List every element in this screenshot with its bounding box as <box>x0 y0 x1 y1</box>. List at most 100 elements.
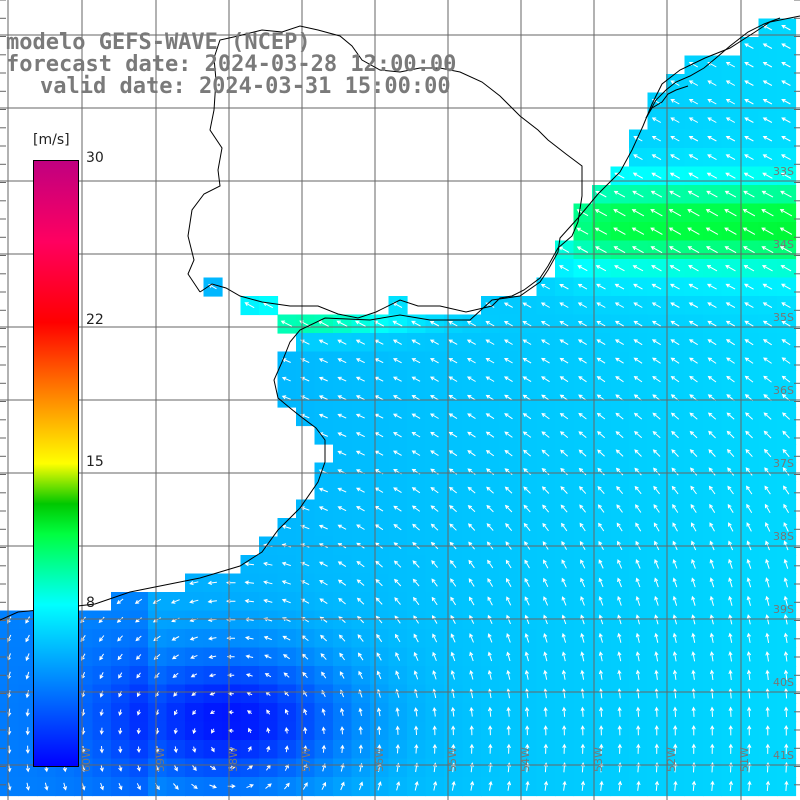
wind-arrow <box>337 339 347 345</box>
wind-arrow <box>245 654 254 659</box>
wind-arrow <box>429 321 440 327</box>
wind-arrow <box>356 560 365 568</box>
wind-arrow <box>671 449 679 457</box>
wind-arrow <box>781 25 791 31</box>
wind-arrow <box>562 780 567 791</box>
wind-arrow <box>654 595 659 606</box>
wind-arrow <box>651 302 662 308</box>
wind-arrow <box>503 302 513 308</box>
wind-arrow <box>578 412 587 420</box>
wind-arrow <box>354 320 366 327</box>
wind-arrow <box>487 633 493 643</box>
wind-arrow <box>338 634 346 642</box>
wind-arrow <box>98 635 105 642</box>
wind-arrow <box>781 302 791 309</box>
wind-arrow <box>541 468 550 476</box>
coastal-lagoon-outline <box>645 17 781 119</box>
wind-arrow <box>99 672 104 680</box>
wind-arrow <box>448 450 458 457</box>
wind-arrow <box>318 506 328 511</box>
wind-arrow <box>394 633 401 643</box>
wind-arrow <box>504 431 513 438</box>
wind-arrow <box>691 522 697 532</box>
wind-arrow <box>577 339 587 346</box>
wind-arrow <box>543 725 548 736</box>
wind-arrow <box>669 265 681 272</box>
wind-arrow <box>448 321 458 327</box>
wind-arrow <box>691 780 697 791</box>
wind-arrow <box>598 596 604 606</box>
wind-arrow <box>672 559 678 569</box>
wind-arrow <box>673 706 678 717</box>
wind-arrow <box>747 743 752 754</box>
wind-arrow <box>451 725 456 736</box>
wind-arrow <box>247 765 254 770</box>
wind-arrow <box>506 614 511 625</box>
wind-arrow <box>633 320 643 327</box>
wind-arrow <box>687 209 700 217</box>
wind-arrow <box>62 782 67 791</box>
wind-arrow <box>747 706 752 717</box>
wind-arrow <box>448 339 458 345</box>
wind-arrow <box>744 99 754 105</box>
wind-arrow <box>208 636 217 641</box>
wind-arrow <box>765 614 770 625</box>
longitude-label: 52W <box>665 747 678 772</box>
wind-arrow <box>671 467 679 476</box>
wind-arrow <box>358 707 363 717</box>
wind-arrow <box>542 522 549 532</box>
wind-arrow <box>411 487 421 494</box>
wind-arrow <box>448 486 458 494</box>
wind-arrow <box>467 523 476 531</box>
wind-arrow <box>395 725 400 735</box>
wind-arrow <box>485 357 495 364</box>
wind-arrow <box>691 669 696 680</box>
wind-arrow <box>688 320 699 327</box>
wind-arrow <box>337 358 347 364</box>
wind-arrow <box>543 559 549 569</box>
wind-arrow <box>25 634 30 643</box>
wind-arrow <box>191 783 198 790</box>
wind-arrow <box>469 633 474 643</box>
wind-arrow <box>448 431 458 438</box>
latitude-label: 37S <box>773 457 794 470</box>
wind-arrow <box>522 302 532 308</box>
wind-arrow <box>668 246 681 254</box>
wind-arrow <box>709 503 716 513</box>
wind-arrow <box>25 616 31 624</box>
wind-arrow <box>635 688 641 699</box>
wind-arrow <box>670 320 680 327</box>
wind-arrow <box>393 523 402 531</box>
wind-arrow <box>580 632 585 643</box>
wind-arrow <box>470 780 475 791</box>
wind-arrow <box>525 743 530 754</box>
wind-arrow <box>706 190 718 198</box>
wind-arrow <box>209 691 216 696</box>
wind-arrow <box>636 780 641 791</box>
wind-arrow <box>487 614 493 625</box>
wind-arrow <box>617 743 622 754</box>
colorbar-tick-label: 30 <box>86 150 104 166</box>
wind-arrow <box>395 707 400 717</box>
wind-arrow <box>670 136 680 142</box>
wind-arrow <box>762 339 772 346</box>
wind-arrow <box>266 745 271 753</box>
wind-arrow <box>615 467 624 476</box>
wind-arrow <box>669 190 681 198</box>
wind-arrow <box>281 598 291 604</box>
wind-arrow <box>504 394 513 401</box>
forecast-date: forecast date: 2024-03-28 12:00:00 <box>6 52 457 77</box>
wind-arrow <box>375 597 383 605</box>
wind-arrow <box>578 431 587 438</box>
wind-arrow <box>192 746 197 753</box>
wind-arrow <box>765 725 770 736</box>
wind-arrow <box>524 614 530 625</box>
wind-arrow <box>615 376 624 383</box>
wind-arrow <box>762 320 773 327</box>
wind-arrow <box>340 726 345 735</box>
wind-arrow <box>358 725 363 735</box>
wind-arrow <box>318 395 328 400</box>
wind-arrow <box>522 413 532 420</box>
wind-arrow <box>412 596 420 606</box>
wind-arrow <box>339 652 346 661</box>
